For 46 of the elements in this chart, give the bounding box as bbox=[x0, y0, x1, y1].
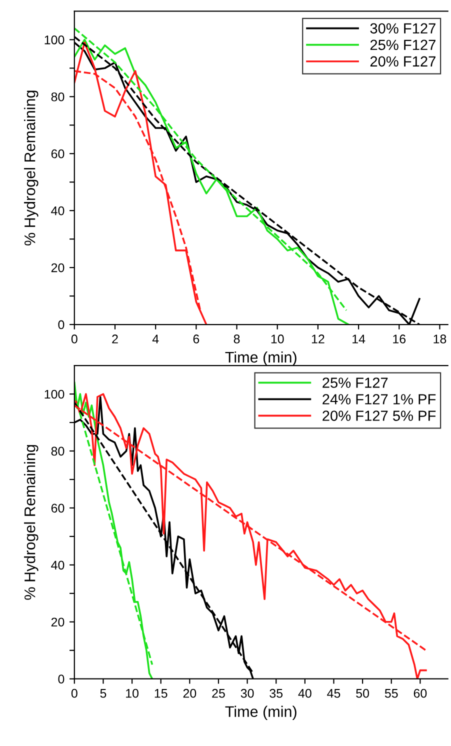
x-tick-label: 0 bbox=[71, 688, 78, 698]
x-tick-label: 2 bbox=[112, 334, 118, 344]
legend-label: 20% F127 5% PF bbox=[322, 410, 436, 421]
x-tick-label: 15 bbox=[154, 689, 168, 698]
x-tick-label: 8 bbox=[234, 334, 240, 344]
y-tick-label: 60 bbox=[51, 149, 64, 158]
x-tick-label: 0 bbox=[71, 334, 78, 344]
x-tick-label: 35 bbox=[270, 688, 283, 698]
x-tick-label: 12 bbox=[312, 334, 324, 344]
y-axis-title: % Hydrogel Remaining bbox=[24, 90, 38, 246]
y-tick-label: 80 bbox=[51, 446, 64, 456]
x-tick-label: 10 bbox=[271, 334, 284, 344]
x-tick-label: 6 bbox=[193, 334, 200, 344]
x-tick-label: 10 bbox=[126, 688, 139, 698]
x-tick-label: 30 bbox=[240, 688, 254, 698]
y-tick-label: 100 bbox=[44, 35, 64, 44]
y-tick-label: 20 bbox=[51, 618, 64, 627]
x-tick-label: 40 bbox=[298, 688, 312, 698]
legend-label: 30% F127 bbox=[370, 23, 436, 34]
y-tick-label: 80 bbox=[51, 92, 64, 102]
x-tick-label: 55 bbox=[384, 689, 398, 698]
legend-label: 25% F127 bbox=[322, 378, 388, 388]
x-tick-label: 16 bbox=[393, 334, 406, 344]
x-tick-label: 4 bbox=[152, 334, 159, 344]
x-axis-title: Time (min) bbox=[225, 351, 296, 366]
legend-label: 24% F127 1% PF bbox=[322, 394, 436, 404]
x-tick-label: 14 bbox=[352, 334, 366, 344]
x-tick-label: 50 bbox=[356, 688, 370, 698]
x-axis-title: Time (min) bbox=[225, 706, 296, 720]
y-axis-title: % Hydrogel Remaining bbox=[24, 445, 38, 600]
x-tick-label: 60 bbox=[414, 688, 427, 698]
y-tick-label: 40 bbox=[51, 206, 64, 216]
y-tick-label: 0 bbox=[58, 674, 64, 684]
y-tick-label: 100 bbox=[44, 390, 64, 399]
y-tick-label: 0 bbox=[58, 320, 64, 330]
x-tick-label: 5 bbox=[100, 689, 106, 698]
legend-label: 25% F127 bbox=[370, 40, 436, 50]
x-tick-label: 20 bbox=[183, 688, 196, 698]
x-tick-label: 45 bbox=[327, 689, 340, 698]
line-series bbox=[74, 42, 208, 325]
y-tick-label: 20 bbox=[51, 263, 64, 272]
x-tick-label: 25 bbox=[212, 688, 225, 698]
y-tick-label: 60 bbox=[51, 504, 64, 513]
y-tick-label: 40 bbox=[51, 560, 64, 570]
x-tick-label: 18 bbox=[434, 334, 446, 344]
legend-label: 20% F127 bbox=[370, 56, 436, 67]
